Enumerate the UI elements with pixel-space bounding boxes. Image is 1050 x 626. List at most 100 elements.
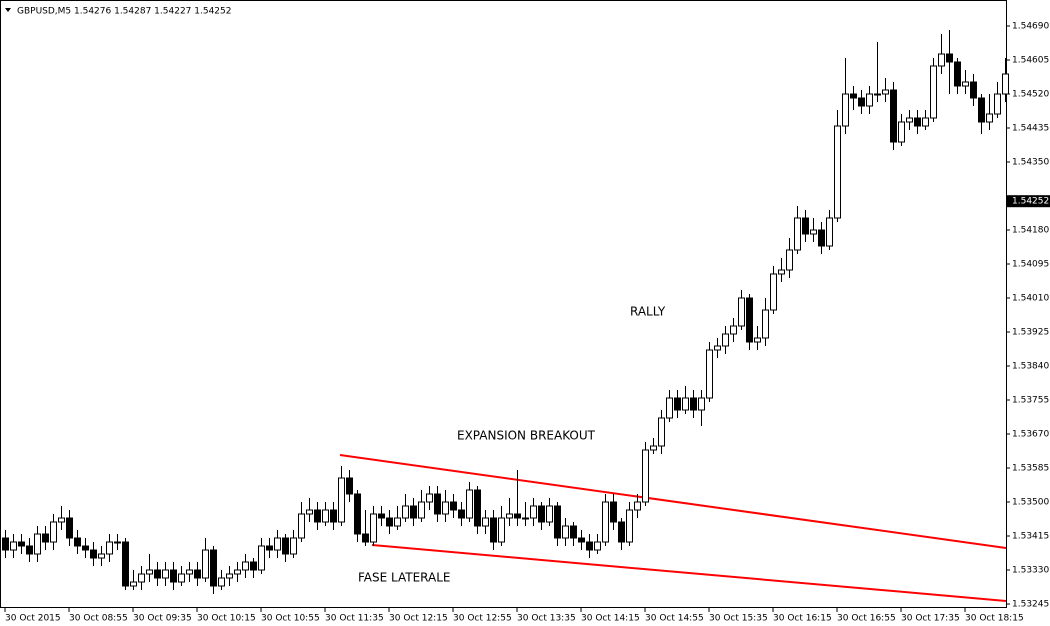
candle-body <box>218 577 225 587</box>
candle-body <box>234 569 241 575</box>
candle-body <box>634 501 641 511</box>
candle-body <box>578 537 585 543</box>
x-tick-label: 30 Oct 08:55 <box>69 614 128 624</box>
candle-body <box>90 549 97 559</box>
candle-body <box>338 477 345 523</box>
price-label: 1.54252 <box>1012 197 1049 207</box>
candle-body <box>426 493 433 503</box>
candle-body <box>530 505 537 519</box>
candle-body <box>194 569 201 579</box>
candle-body <box>514 513 521 519</box>
candle-body <box>482 517 489 527</box>
y-tick-label: 1.53500 <box>1012 498 1049 508</box>
x-tick-label: 30 Oct 12:15 <box>389 614 448 624</box>
candle-body <box>690 397 697 411</box>
candle-body <box>138 573 145 583</box>
x-tick-label: 30 Oct 2015 <box>5 614 61 624</box>
x-tick-label: 30 Oct 10:15 <box>197 614 256 624</box>
candle-body <box>906 117 913 123</box>
candle-body <box>674 397 681 411</box>
y-tick-label: 1.53415 <box>1012 532 1049 542</box>
candle-body <box>594 541 601 551</box>
candle-body <box>306 509 313 515</box>
menu-triangle[interactable] <box>5 8 11 12</box>
y-tick-label: 1.53585 <box>1012 464 1049 474</box>
candle-body <box>842 93 849 127</box>
y-tick-label: 1.53840 <box>1012 362 1049 372</box>
candle-body <box>106 541 113 555</box>
y-tick-label: 1.54690 <box>1012 22 1049 32</box>
candle-body <box>898 121 905 143</box>
y-tick-label: 1.54435 <box>1012 124 1049 134</box>
y-tick-label: 1.54350 <box>1012 158 1049 168</box>
plot-frame <box>0 0 1007 608</box>
candle-body <box>498 517 505 543</box>
x-tick-label: 30 Oct 16:15 <box>773 614 832 624</box>
y-tick-label: 1.53755 <box>1012 396 1049 406</box>
x-tick-label: 30 Oct 14:55 <box>645 614 704 624</box>
candle-body <box>290 537 297 555</box>
y-tick-label: 1.53330 <box>1012 566 1049 576</box>
candle-body <box>250 561 257 571</box>
candle-body <box>882 89 889 95</box>
candle-body <box>34 533 41 555</box>
candle-body <box>410 505 417 519</box>
x-tick-label: 30 Oct 09:35 <box>133 614 192 624</box>
candle-body <box>314 509 321 523</box>
candle-body <box>298 513 305 539</box>
candle-body <box>730 325 737 335</box>
candle-body <box>938 53 945 67</box>
candle-body <box>98 553 105 559</box>
candle-body <box>978 97 985 123</box>
y-tick-label: 1.54180 <box>1012 226 1049 236</box>
candle-body <box>418 501 425 519</box>
candle-body <box>538 505 545 523</box>
candle-body <box>42 533 49 543</box>
candle-body <box>746 297 753 343</box>
y-tick-label: 1.53670 <box>1012 430 1049 440</box>
candle-body <box>114 541 121 544</box>
candle-body <box>522 517 529 520</box>
candle-body <box>2 537 9 551</box>
y-tick-label: 1.53245 <box>1012 600 1049 610</box>
candle-body <box>330 509 337 523</box>
candle-body <box>850 93 857 99</box>
candle-body <box>970 81 977 99</box>
candle-body <box>146 569 153 575</box>
candle-body <box>394 517 401 527</box>
candle-body <box>170 569 177 583</box>
candle-body <box>986 113 993 123</box>
trend-line-upper <box>339 454 1007 549</box>
y-tick-label: 1.54605 <box>1012 56 1049 66</box>
candle-body <box>794 217 801 251</box>
candle-body <box>914 117 921 127</box>
candle-body <box>810 229 817 235</box>
candle-body <box>74 537 81 547</box>
candle-body <box>826 217 833 247</box>
candle-body <box>586 541 593 551</box>
candle-body <box>258 545 265 571</box>
candle-body <box>506 513 513 519</box>
candle-body <box>370 513 377 543</box>
candle-body <box>162 569 169 579</box>
x-tick-label: 30 Oct 17:35 <box>901 614 960 624</box>
candle-body <box>554 505 561 539</box>
candle-body <box>714 345 721 351</box>
candle-body <box>658 417 665 447</box>
candle-body <box>18 541 25 547</box>
candle-body <box>474 489 481 527</box>
x-tick-label: 30 Oct 14:15 <box>581 614 640 624</box>
candle-body <box>226 573 233 579</box>
y-tick-label: 1.53925 <box>1012 328 1049 338</box>
candle-body <box>10 541 17 551</box>
annotation: RALLY <box>630 305 666 319</box>
candle-body <box>802 217 809 235</box>
trend-line-lower <box>371 544 1007 602</box>
candle-body <box>666 397 673 419</box>
x-tick-label: 30 Oct 12:55 <box>453 614 512 624</box>
candle-body <box>82 545 89 551</box>
candle-body <box>242 561 249 571</box>
candle-body <box>178 573 185 583</box>
x-tick-label: 30 Oct 18:15 <box>965 614 1024 624</box>
